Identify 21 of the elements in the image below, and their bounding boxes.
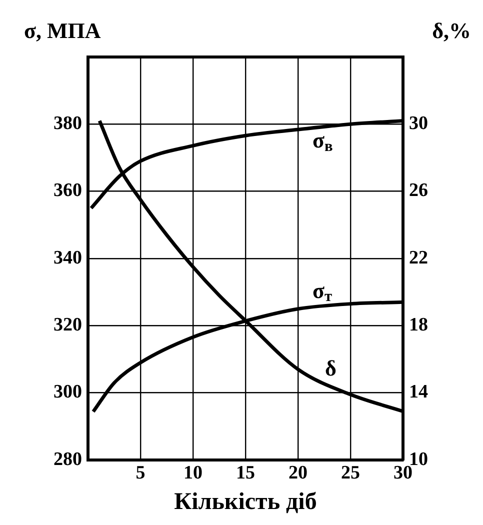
y2-tick-label: 30 — [409, 113, 428, 134]
y2-tick-label: 26 — [409, 180, 428, 202]
y-tick-label: 360 — [54, 180, 82, 202]
series-label: δ — [325, 355, 336, 380]
y2-tick-label: 14 — [409, 382, 428, 403]
x-tick-label: 20 — [288, 462, 308, 484]
x-axis-title: Кількість діб — [174, 489, 317, 515]
y-tick-label: 300 — [54, 382, 82, 403]
y2-tick-label: 18 — [409, 314, 428, 336]
x-tick-label: 10 — [184, 462, 202, 484]
x-tick-label: 30 — [394, 462, 412, 484]
y-tick-label: 380 — [54, 113, 82, 134]
y-tick-label: 320 — [54, 314, 82, 336]
y2-tick-label: 22 — [409, 247, 428, 268]
y-tick-label: 280 — [54, 448, 82, 470]
y-tick-label: 340 — [54, 247, 82, 268]
x-tick-label: 25 — [341, 462, 360, 484]
x-tick-label: 15 — [236, 462, 255, 484]
y-axis-title: σ, МПА — [24, 18, 101, 43]
y2-axis-title: δ,% — [432, 18, 472, 43]
x-tick-label: 5 — [136, 462, 146, 484]
